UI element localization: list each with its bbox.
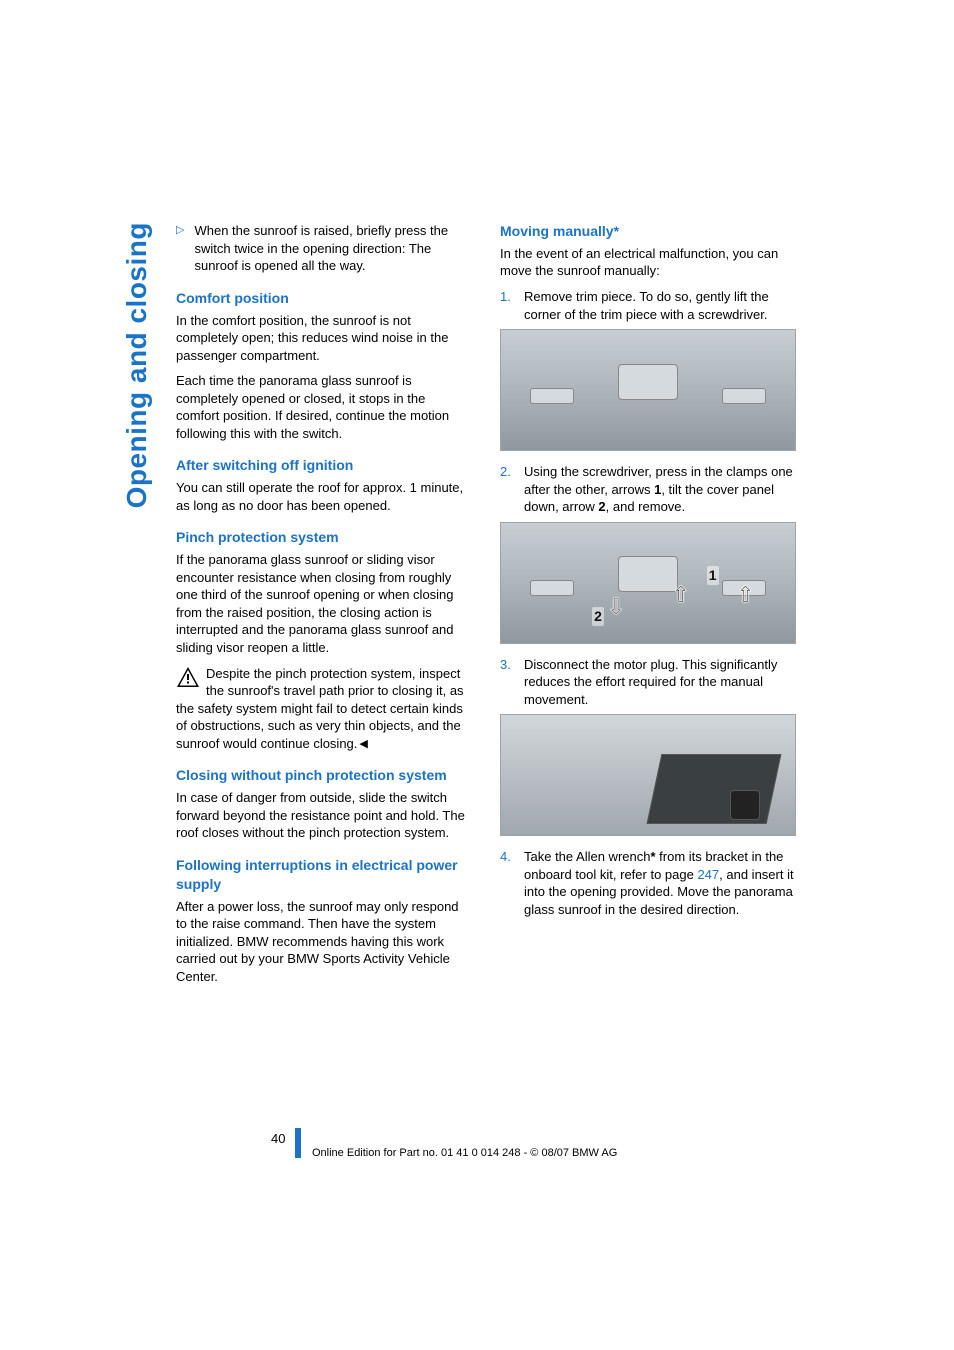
arrow-ref: 2	[598, 499, 605, 514]
figure-motor-plug	[500, 714, 796, 836]
arrow-up-icon: ⇧	[736, 580, 754, 610]
heading-comfort: Comfort position	[176, 289, 472, 308]
list-item: 1. Remove trim piece. To do so, gently l…	[500, 288, 796, 323]
heading-interruptions: Following interruptions in electrical po…	[176, 856, 472, 894]
heading-after-ignition: After switching off ignition	[176, 456, 472, 475]
step-number: 4.	[500, 848, 514, 918]
bullet-triangle-icon: ▷	[176, 222, 184, 275]
page-reference-link[interactable]: 247	[697, 867, 719, 882]
body-text: You can still operate the roof for appro…	[176, 479, 472, 514]
figure-trim-piece	[500, 329, 796, 451]
warning-triangle-icon	[176, 666, 200, 688]
warning-text: Despite the pinch protection system, ins…	[176, 666, 464, 751]
list-item: 2. Using the screwdriver, press in the c…	[500, 463, 796, 516]
heading-pinch: Pinch protection system	[176, 528, 472, 547]
body-text: Each time the panorama glass sunroof is …	[176, 372, 472, 442]
end-triangle-icon: ◀	[359, 737, 367, 752]
section-tab: Opening and closing	[118, 222, 158, 508]
page-content: ▷ When the sunroof is raised, briefly pr…	[176, 222, 796, 993]
body-text: In the event of an electrical malfunctio…	[500, 245, 796, 280]
text-fragment: Take the Allen wrench	[524, 849, 650, 864]
figure-detail	[646, 754, 781, 824]
figure-detail	[618, 364, 678, 400]
step-number: 3.	[500, 656, 514, 709]
text-fragment: , and remove.	[606, 499, 686, 514]
body-text: After a power loss, the sunroof may only…	[176, 898, 472, 986]
left-column: ▷ When the sunroof is raised, briefly pr…	[176, 222, 472, 993]
bullet-text: When the sunroof is raised, briefly pres…	[194, 222, 472, 275]
figure-detail	[530, 388, 574, 404]
step-number: 1.	[500, 288, 514, 323]
arrow-down-icon: ⇩	[607, 592, 625, 622]
body-text: In the comfort position, the sunroof is …	[176, 312, 472, 365]
figure-detail	[722, 388, 766, 404]
page-number: 40	[271, 1130, 285, 1148]
body-text: If the panorama glass sunroof or sliding…	[176, 551, 472, 656]
footer-line: Online Edition for Part no. 01 41 0 014 …	[312, 1146, 617, 1161]
figure-label-1: 1	[707, 566, 719, 585]
figure-detail	[618, 556, 678, 592]
body-text: In case of danger from outside, slide th…	[176, 789, 472, 842]
step-text: Remove trim piece. To do so, gently lift…	[524, 288, 796, 323]
step-text: Disconnect the motor plug. This signific…	[524, 656, 796, 709]
list-item: 3. Disconnect the motor plug. This signi…	[500, 656, 796, 709]
step-number: 2.	[500, 463, 514, 516]
figure-detail	[730, 790, 760, 820]
figure-label-2: 2	[592, 607, 604, 626]
list-item: ▷ When the sunroof is raised, briefly pr…	[176, 222, 472, 275]
heading-closing-without: Closing without pinch protection system	[176, 766, 472, 785]
heading-moving-manually: Moving manually*	[500, 222, 796, 241]
warning-block: Despite the pinch protection system, ins…	[176, 665, 472, 753]
arrow-up-icon: ⇧	[672, 580, 690, 610]
figure-detail	[530, 580, 574, 596]
list-item: 4. Take the Allen wrench* from its brack…	[500, 848, 796, 918]
step-text: Using the screwdriver, press in the clam…	[524, 463, 796, 516]
page-number-bar	[295, 1128, 301, 1158]
step-text: Take the Allen wrench* from its bracket …	[524, 848, 796, 918]
figure-clamps: ⇧ ⇧ ⇩ 1 2	[500, 522, 796, 644]
right-column: Moving manually* In the event of an elec…	[500, 222, 796, 993]
